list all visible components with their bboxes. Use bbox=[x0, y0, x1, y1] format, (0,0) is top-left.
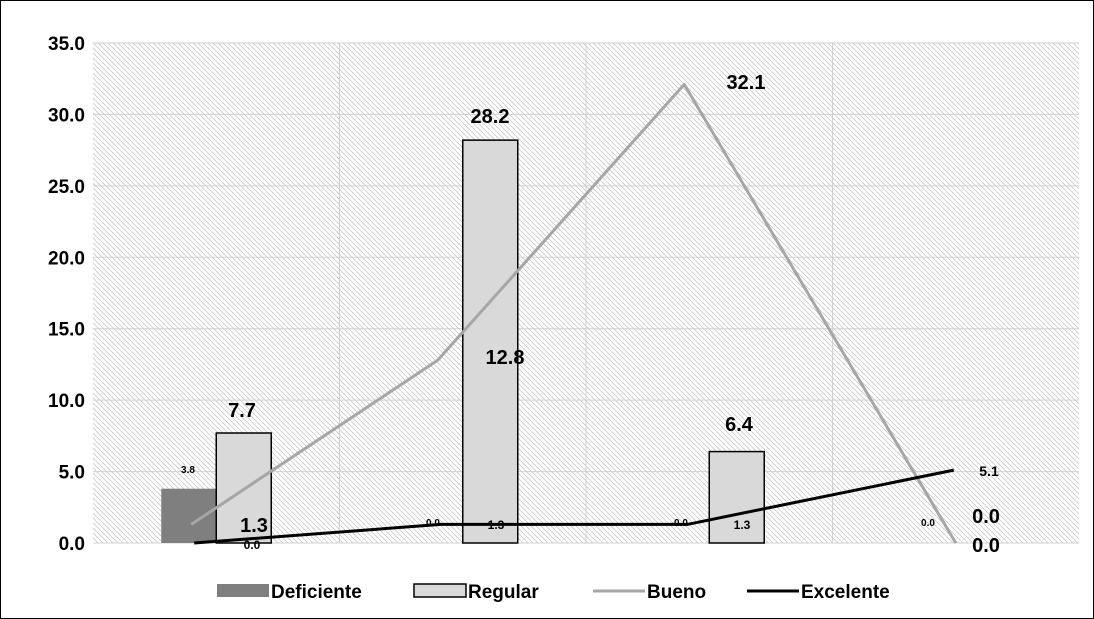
legend-label-excelente: Excelente bbox=[801, 582, 890, 603]
y-tick-label: 25.0 bbox=[48, 177, 85, 198]
bar-deficiente bbox=[161, 488, 217, 543]
legend-swatch-deficiente bbox=[217, 584, 269, 597]
data-label-deficiente: 0.0 bbox=[921, 518, 935, 529]
data-label-bueno: 12.8 bbox=[486, 347, 525, 369]
data-label-deficiente: 0.0 bbox=[426, 518, 440, 529]
data-label-excelente: 1.3 bbox=[734, 518, 751, 532]
legend-label-regular: Regular bbox=[468, 582, 539, 603]
legend-item-bueno: Bueno bbox=[593, 582, 706, 603]
legend-item-regular: Regular bbox=[413, 582, 539, 603]
y-tick-label: 35.0 bbox=[48, 34, 85, 55]
line-series-bueno bbox=[190, 82, 958, 544]
bar-regular bbox=[708, 450, 765, 544]
data-label-regular: 28.2 bbox=[471, 106, 510, 128]
legend-item-deficiente: Deficiente bbox=[217, 582, 362, 603]
data-label-excelente: 5.1 bbox=[979, 463, 999, 479]
y-tick-label: 20.0 bbox=[48, 248, 85, 269]
data-label-regular: 6.4 bbox=[725, 414, 754, 436]
data-label-bueno: 1.3 bbox=[240, 515, 268, 537]
y-tick-label: 15.0 bbox=[48, 320, 85, 341]
data-label-bueno: 0.0 bbox=[972, 506, 1000, 528]
data-label-regular: 0.0 bbox=[972, 535, 1000, 557]
bar-regular bbox=[462, 139, 519, 544]
legend-label-deficiente: Deficiente bbox=[271, 582, 362, 603]
y-tick-label: 5.0 bbox=[59, 463, 85, 484]
legend-label-bueno: Bueno bbox=[647, 582, 706, 603]
y-tick-label: 10.0 bbox=[48, 391, 85, 412]
data-label-bueno: 32.1 bbox=[727, 72, 766, 94]
data-label-deficiente: 0.0 bbox=[674, 518, 688, 529]
line-series-excelente bbox=[194, 468, 955, 545]
data-label-excelente: 0.0 bbox=[244, 538, 261, 552]
legend-swatch-regular bbox=[413, 583, 467, 598]
data-label-regular: 7.7 bbox=[228, 400, 256, 422]
data-label-excelente: 1.3 bbox=[488, 518, 505, 532]
y-tick-label: 0.0 bbox=[59, 534, 85, 555]
data-label-deficiente: 3.8 bbox=[181, 465, 195, 476]
y-tick-label: 30.0 bbox=[48, 105, 85, 126]
legend-item-excelente: Excelente bbox=[747, 582, 890, 603]
